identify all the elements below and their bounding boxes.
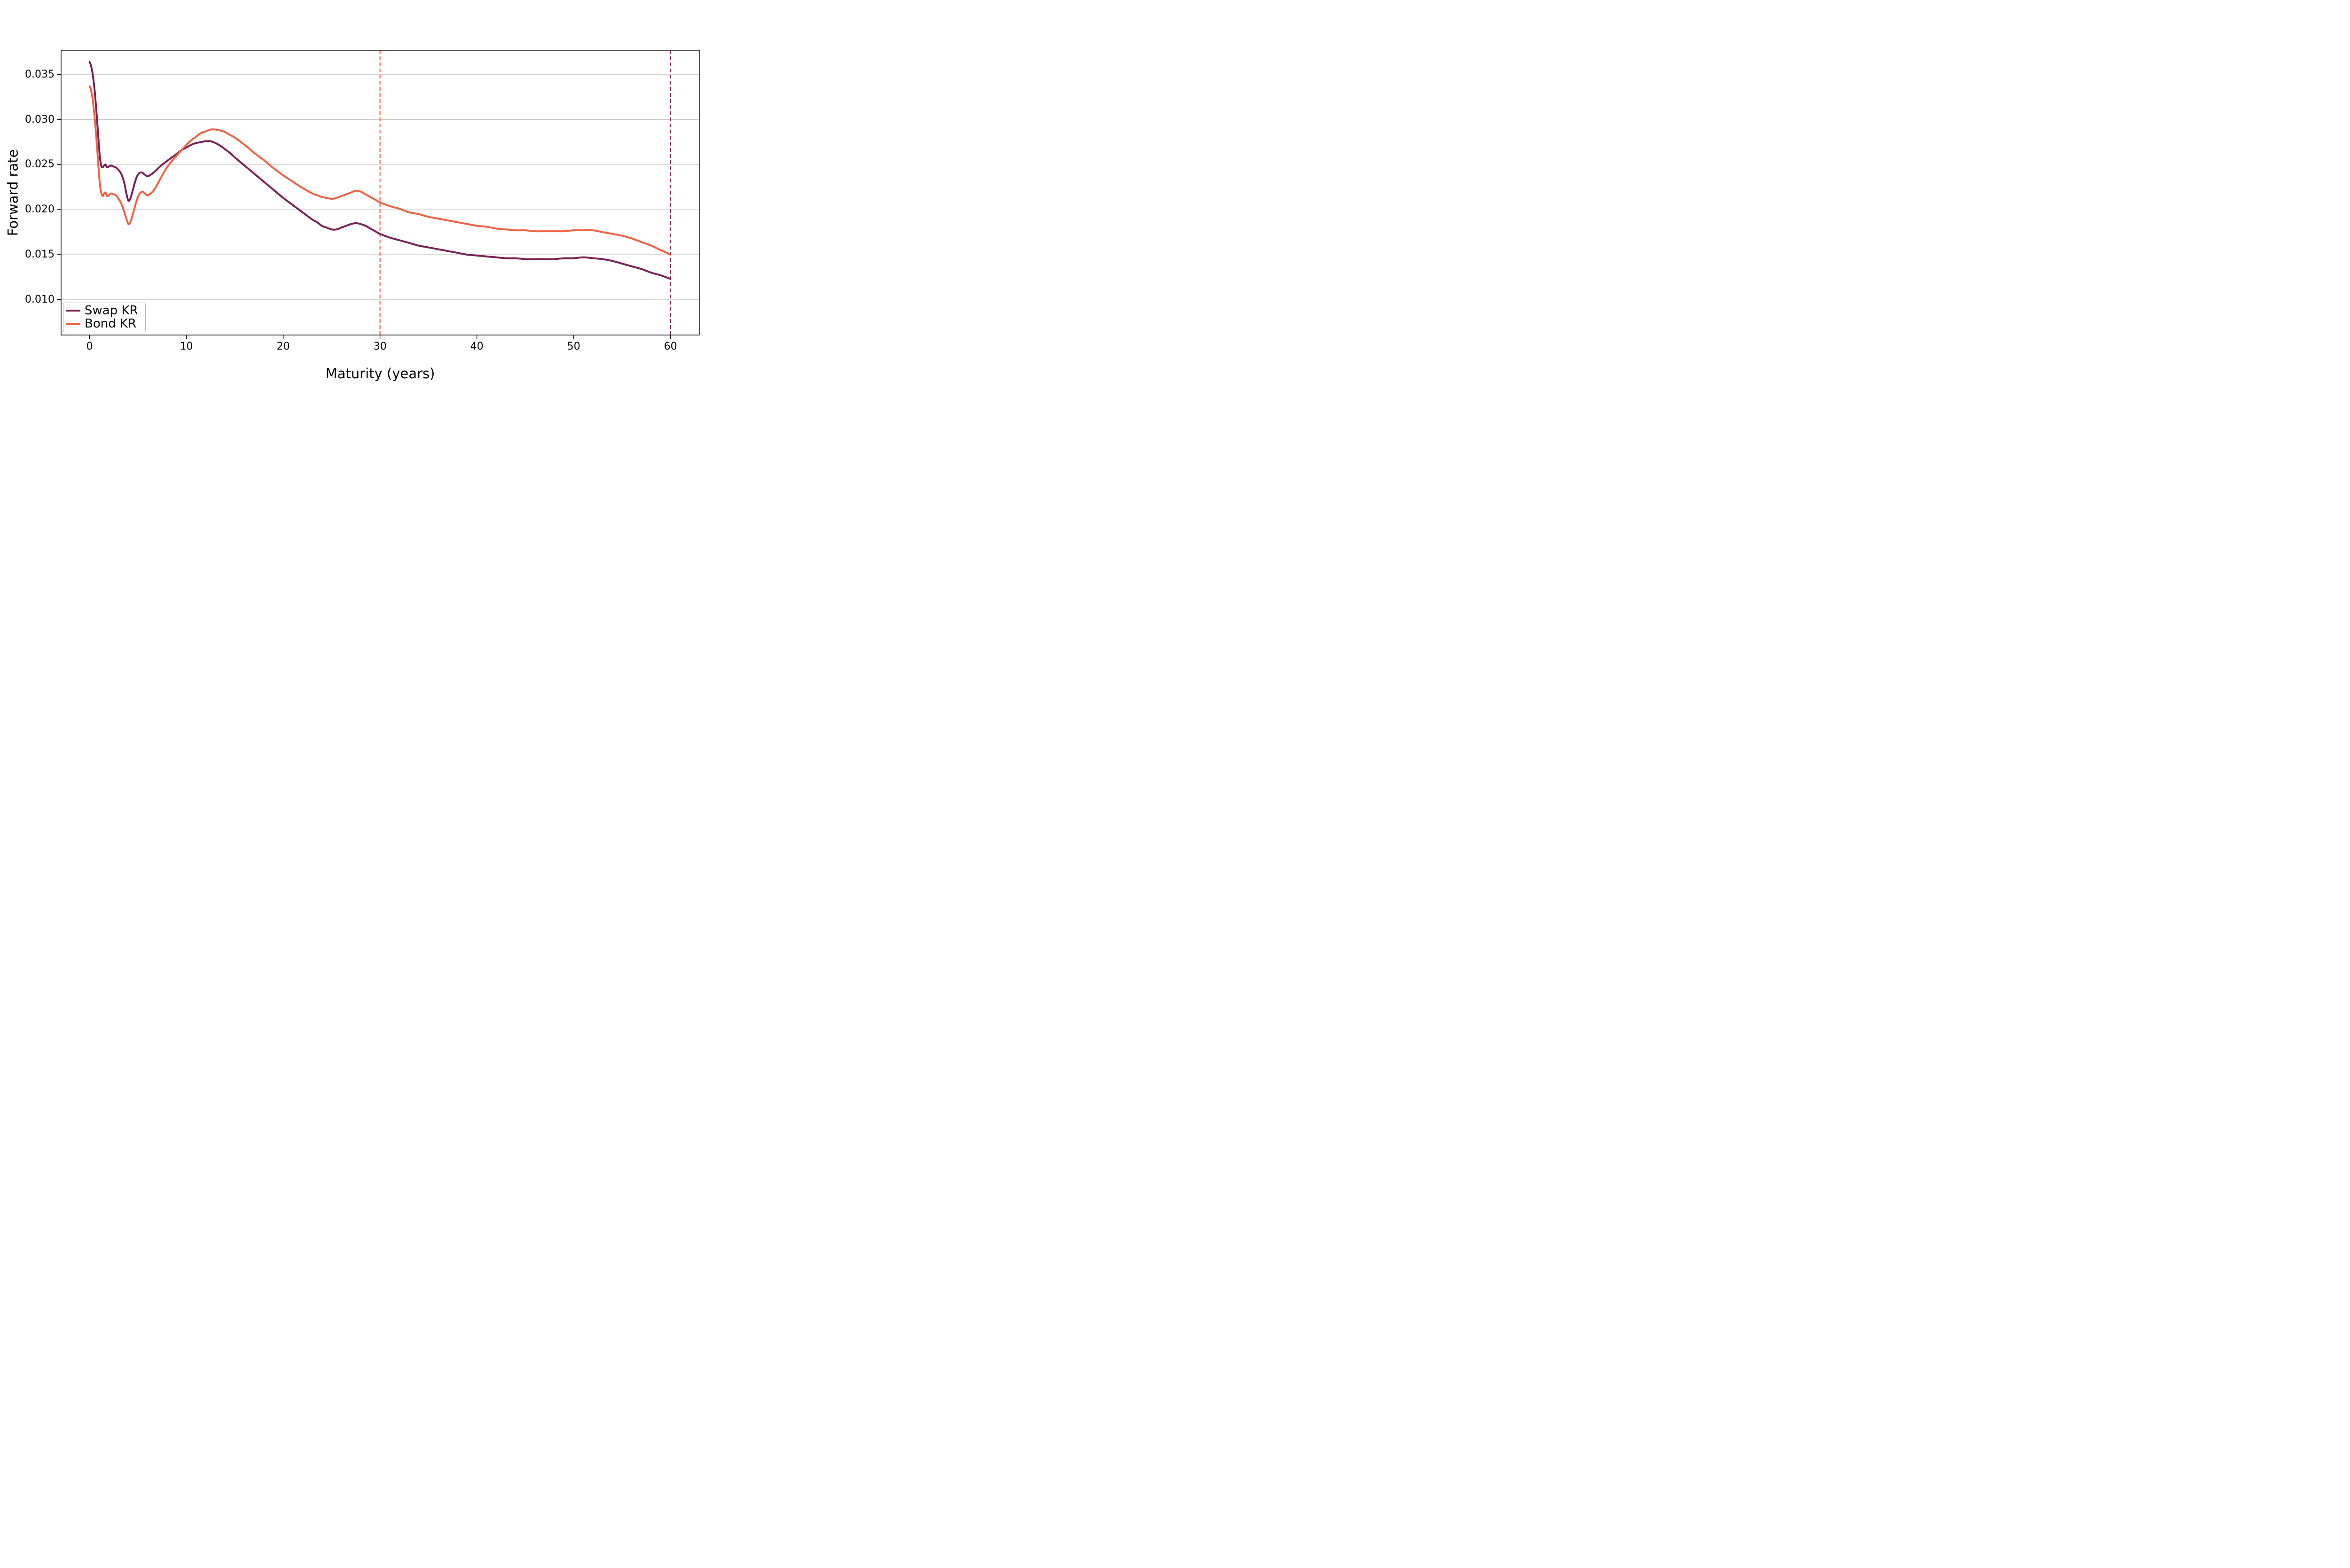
- series-line-swap-kr: [88, 61, 672, 280]
- plot-area: [57, 50, 700, 339]
- legend-label-bond: Bond KR: [85, 316, 137, 331]
- ytick-label-0.010: 0.010: [25, 293, 55, 305]
- ytick-label-0.025: 0.025: [25, 158, 55, 171]
- y-axis-title: Forward rate: [5, 149, 21, 236]
- x-axis-title: Maturity (years): [325, 366, 435, 382]
- figure: 0.010 0.015 0.020 0.025 0.030 0.035 0 10 20 30 40…: [0, 0, 752, 392]
- xtick-label-50: 50: [567, 341, 580, 352]
- xtick-label-0: 0: [86, 341, 93, 352]
- legend-swatch-swap: [66, 310, 80, 312]
- ytick-label-0.030: 0.030: [25, 113, 55, 125]
- series-line-bond-kr: [88, 85, 672, 256]
- ytick-label-0.035: 0.035: [25, 68, 55, 80]
- xtick-label-20: 20: [276, 341, 290, 352]
- ytick-label-0.015: 0.015: [25, 248, 55, 260]
- legend-item-swap: Swap KR: [66, 304, 142, 317]
- ytick-label-0.020: 0.020: [25, 203, 55, 216]
- xtick-label-40: 40: [470, 341, 484, 352]
- xtick-label-10: 10: [180, 341, 193, 352]
- legend: Swap KR Bond KR: [63, 303, 146, 332]
- legend-label-swap: Swap KR: [85, 303, 138, 318]
- legend-item-bond: Bond KR: [66, 316, 142, 331]
- xtick-label-60: 60: [664, 341, 677, 352]
- xtick-label-30: 30: [373, 341, 387, 352]
- legend-swatch-bond: [66, 323, 80, 325]
